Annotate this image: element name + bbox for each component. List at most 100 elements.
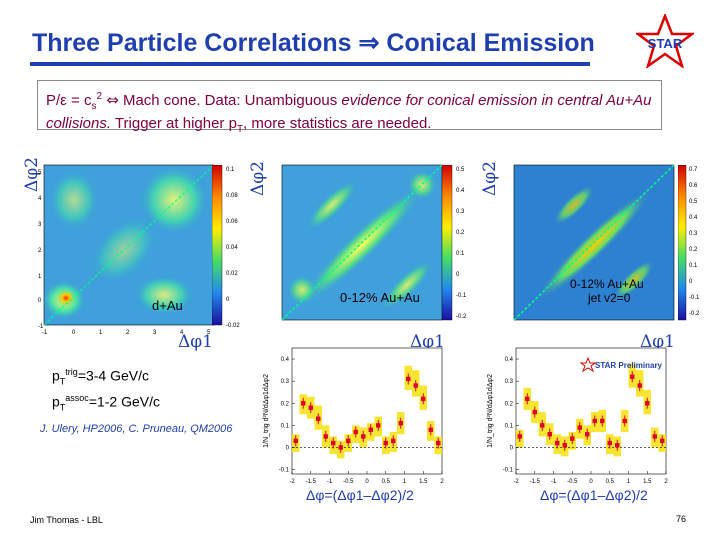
- statement-text: P/ε = cs2 ⇔ Mach cone. Data: Unambiguous…: [46, 91, 652, 135]
- data-point: [577, 425, 582, 430]
- jet-diagonal: [513, 164, 675, 321]
- x-tick-label: -1.5: [530, 479, 541, 485]
- svg-text:0: 0: [72, 330, 76, 336]
- projection-xlabel-2: Δφ=(Δφ1–Δφ2)/2: [540, 487, 648, 503]
- jet-label-line2: jet v2=0: [587, 291, 631, 305]
- svg-text:-0.2: -0.2: [456, 314, 467, 320]
- svg-text:-0.2: -0.2: [689, 311, 700, 317]
- svg-text:4: 4: [38, 196, 42, 202]
- associated-momentum: pTassoc=1-2 GeV/c: [52, 393, 161, 413]
- star-logo-text: STAR: [648, 36, 683, 51]
- svg-text:0.3: 0.3: [456, 209, 465, 215]
- svg-text:0.06: 0.06: [226, 219, 238, 225]
- x-tick-label: 2: [440, 479, 444, 485]
- x-tick-label: 0: [365, 479, 369, 485]
- y-tick-label: 0.2: [505, 401, 514, 407]
- data-point: [592, 418, 597, 424]
- svg-text:2: 2: [38, 248, 42, 254]
- auau-label: 0-12% Au+Au: [340, 290, 420, 305]
- svg-text:3: 3: [38, 222, 42, 228]
- svg-text:-1: -1: [42, 330, 48, 336]
- svg-text:5: 5: [38, 170, 42, 176]
- svg-text:0.04: 0.04: [226, 245, 238, 251]
- x-tick-label: -2: [513, 479, 519, 485]
- y-tick-label: 0.4: [281, 357, 290, 363]
- svg-text:0.4: 0.4: [456, 188, 465, 194]
- svg-text:1: 1: [38, 274, 42, 280]
- data-point: [413, 383, 418, 388]
- svg-text:0: 0: [226, 297, 230, 303]
- dau-diagonal: [43, 164, 215, 326]
- y-tick-label: 0: [286, 445, 290, 451]
- data-point: [517, 434, 522, 439]
- y-tick-label: 0.4: [505, 357, 514, 363]
- data-point: [555, 440, 560, 446]
- svg-text:4: 4: [180, 330, 184, 336]
- page-number: 76: [676, 514, 687, 524]
- svg-text:0.1: 0.1: [226, 167, 235, 173]
- data-point: [316, 416, 321, 421]
- data-point: [622, 418, 627, 424]
- data-point: [376, 423, 381, 428]
- svg-text:0.2: 0.2: [689, 247, 698, 253]
- data-point: [323, 434, 328, 439]
- jet-2d-plot: 0-12% Au+Au jet v2=0: [513, 164, 675, 321]
- title-underline: [30, 62, 590, 66]
- dau-label: d+Au: [152, 298, 183, 313]
- data-point: [353, 429, 358, 435]
- data-point: [421, 396, 426, 402]
- star-logo: STAR: [636, 14, 694, 68]
- star-preliminary-label: STAR Preliminary: [595, 361, 663, 370]
- auau-projection-plot: 0.4 0.3 0.2 0.1 0 -0.1 -2 -1.5 -1 -0.5 0 0.5 1 1.5 2 1/…: [263, 347, 444, 485]
- data-point: [361, 434, 366, 439]
- dau-2d-plot: 5 4 3 2 1 0 -1 -1 0 1 2 3 4 5 d+Au: [38, 164, 215, 336]
- data-point: [391, 438, 396, 444]
- svg-text:0: 0: [689, 279, 693, 285]
- data-point: [525, 396, 530, 402]
- citation: J. Ulery, HP2006, C. Pruneau, QM2006: [40, 423, 233, 435]
- y-tick-label: 0.3: [505, 379, 514, 385]
- y-tick-label: -0.1: [503, 468, 514, 474]
- slide-title: Three Particle Correlations ⇒ Conical Em…: [32, 29, 595, 57]
- data-point: [293, 438, 298, 444]
- plot-frame: [515, 347, 667, 475]
- data-point: [398, 420, 403, 426]
- x-tick-label: 0: [589, 479, 593, 485]
- svg-text:-0.1: -0.1: [689, 295, 700, 301]
- svg-text:0.5: 0.5: [689, 199, 698, 205]
- data-point: [331, 440, 336, 446]
- y-tick-label: 0: [510, 445, 514, 451]
- svg-text:0.6: 0.6: [689, 183, 698, 189]
- data-point: [308, 405, 313, 410]
- svg-text:1: 1: [99, 330, 103, 336]
- projection-ylabel: 1/N_trig d²N/dΔφ1dΔφ2: [263, 374, 270, 448]
- x-tick-label: -1.5: [306, 479, 317, 485]
- jet-colorscale: 0.7 0.6 0.5 0.4 0.3 0.2 0.1 0 -0.1 -0.2: [678, 165, 700, 321]
- svg-text:3: 3: [153, 330, 157, 336]
- svg-text:0.08: 0.08: [226, 193, 238, 199]
- svg-text:0.1: 0.1: [456, 251, 465, 257]
- dphi1-axis-label-2: Δφ1: [410, 332, 445, 352]
- x-tick-label: -0.5: [343, 479, 354, 485]
- data-point: [660, 438, 665, 444]
- data-point: [428, 427, 433, 432]
- trigger-momentum: pTtrig=3-4 GeV/c: [52, 367, 150, 387]
- data-point: [652, 434, 657, 439]
- footer-author: Jim Thomas - LBL: [30, 515, 103, 525]
- svg-text:0.4: 0.4: [689, 215, 698, 221]
- x-tick-label: 2: [664, 479, 668, 485]
- data-point: [368, 427, 373, 432]
- x-tick-label: 1: [403, 479, 407, 485]
- jet-label-line1: 0-12% Au+Au: [570, 277, 644, 291]
- svg-text:-0.1: -0.1: [456, 293, 467, 299]
- y-tick-label: 0.3: [281, 379, 290, 385]
- data-point: [383, 440, 388, 446]
- y-tick-label: 0.2: [281, 401, 290, 407]
- dphi1-axis-label-1: Δφ1: [178, 332, 213, 352]
- data-point: [637, 383, 642, 388]
- svg-text:0.5: 0.5: [456, 167, 465, 173]
- svg-text:0.1: 0.1: [689, 263, 698, 269]
- svg-text:0.3: 0.3: [689, 231, 698, 237]
- x-tick-label: -2: [289, 479, 295, 485]
- y-tick-label: 0.1: [505, 423, 514, 429]
